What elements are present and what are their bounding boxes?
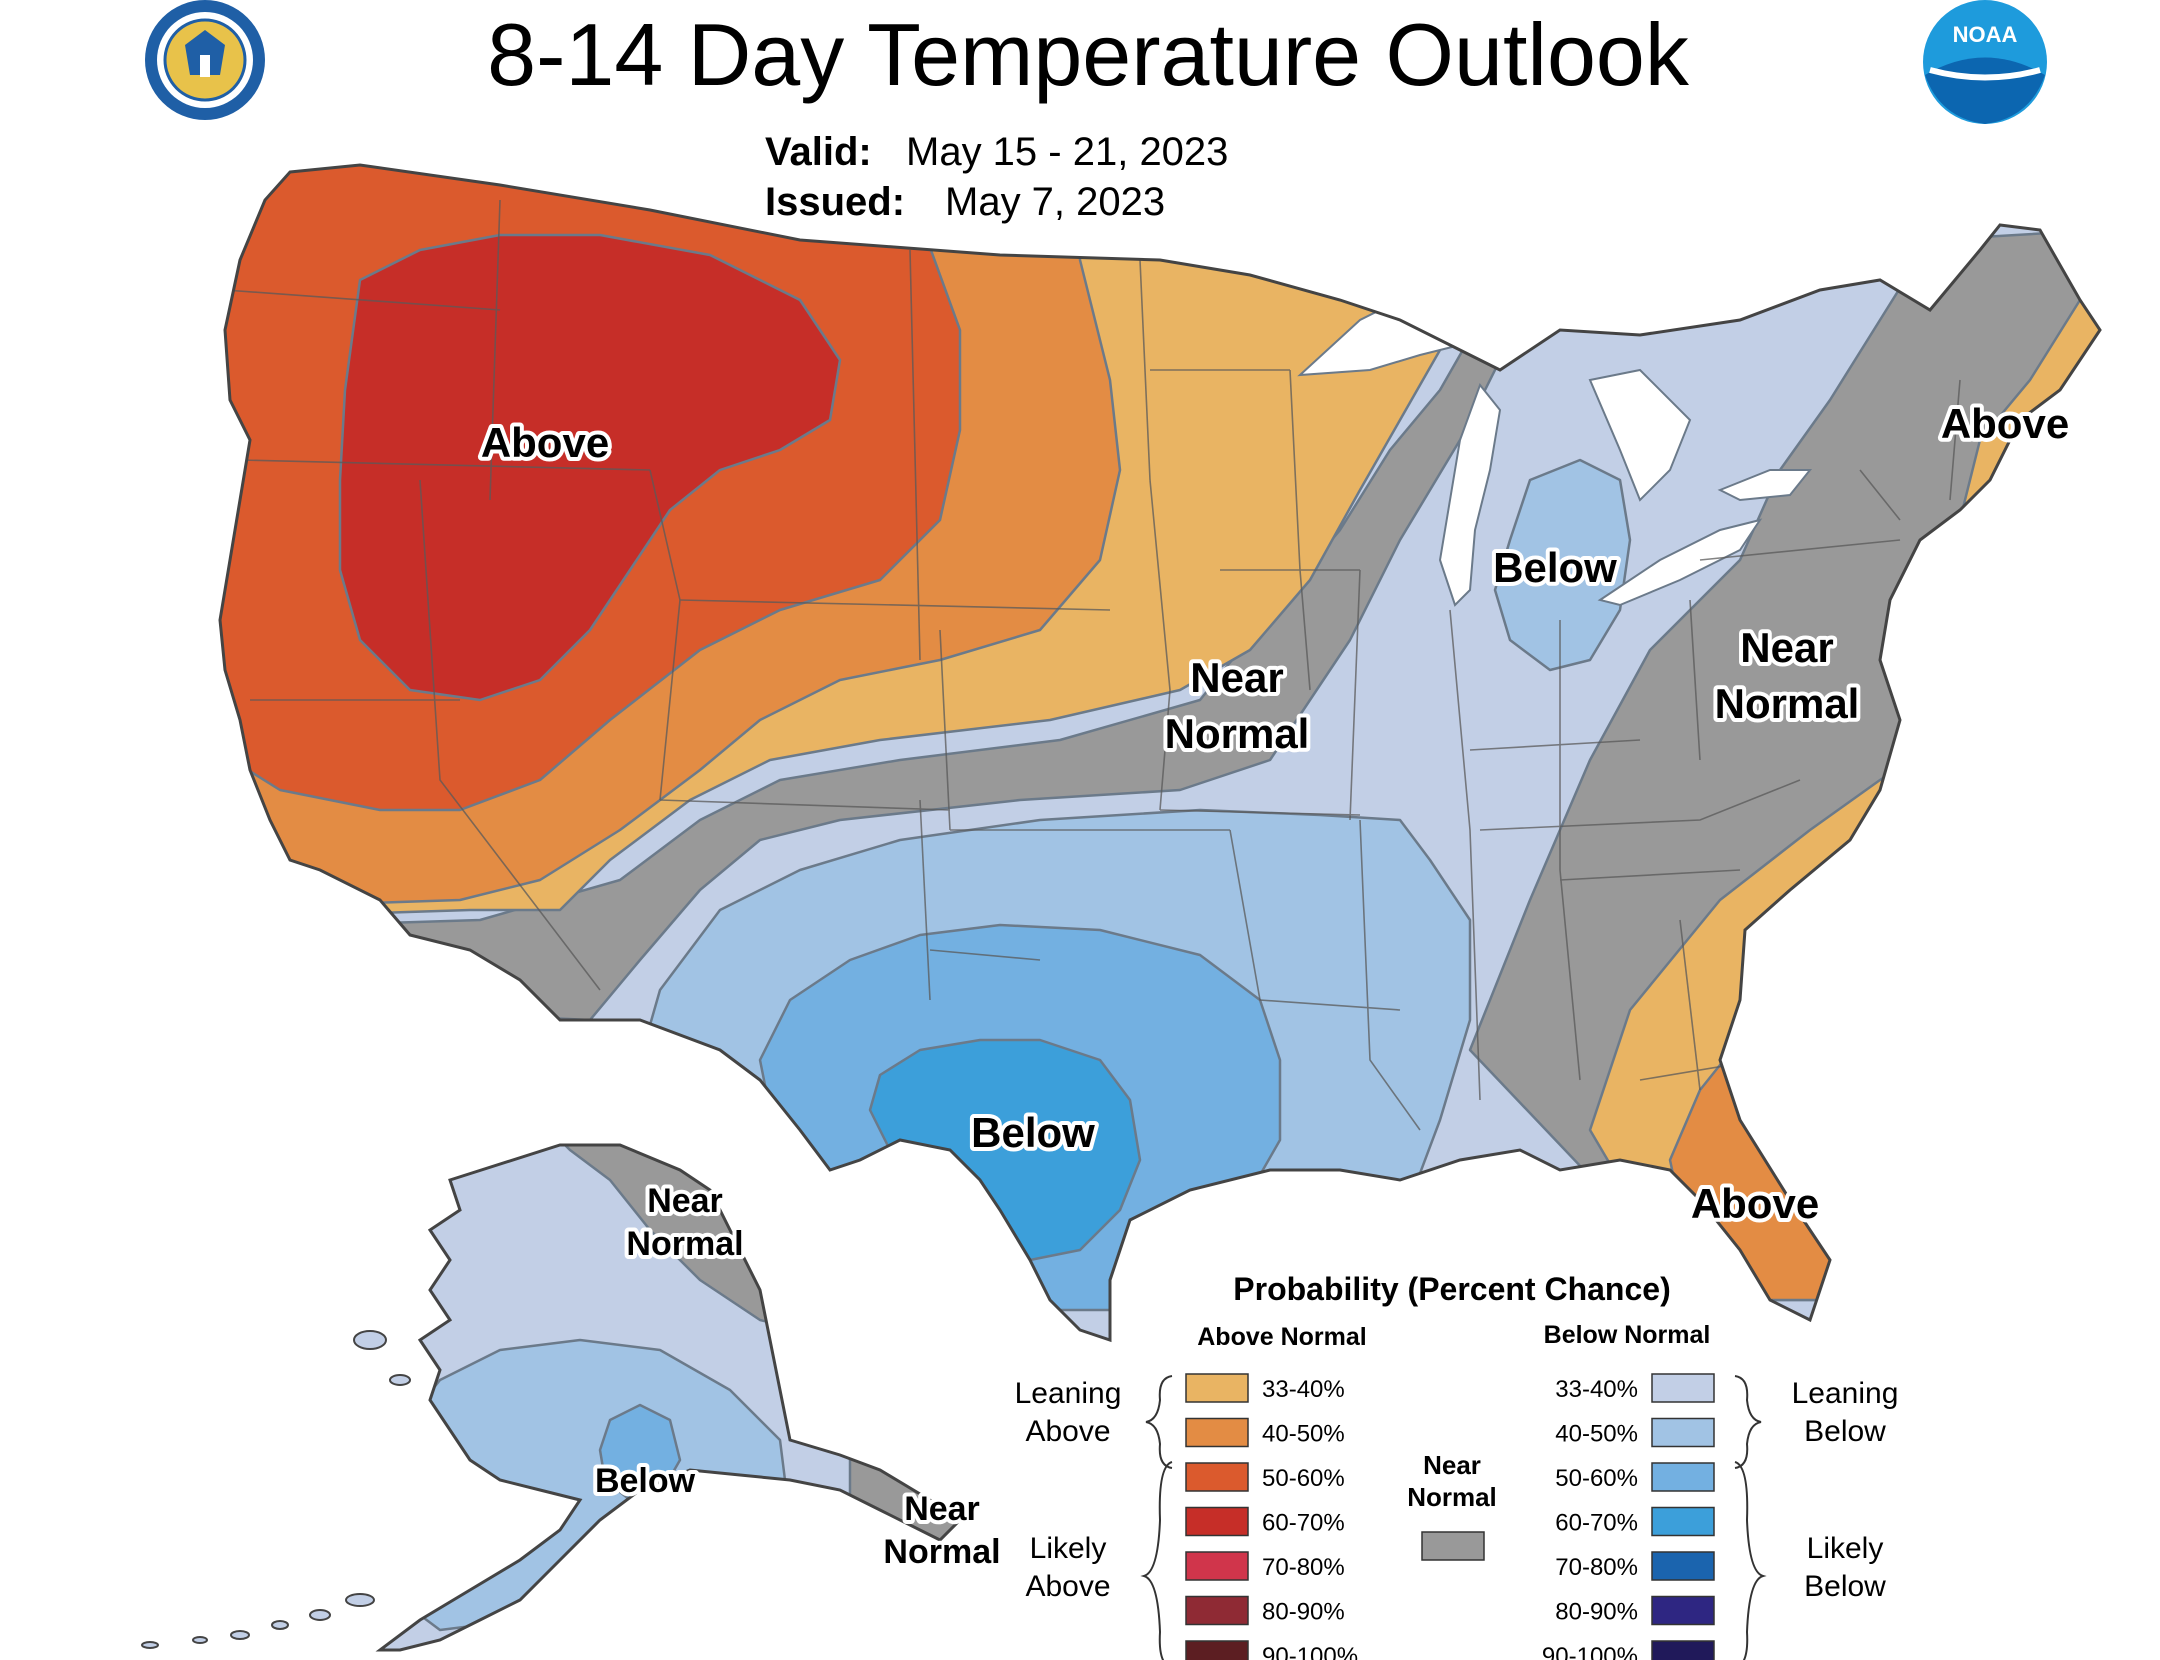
legend-below-items: 33-40% 40-50% 50-60% 60-70% 70-80% 80-90% 90-1… [1542, 1373, 1715, 1660]
brace-leaning-above [1145, 1375, 1173, 1469]
legend-above-swatch-60-70 [1185, 1506, 1249, 1537]
legend-above-header: Above Normal [1197, 1323, 1366, 1351]
legend-below-swatch-70-80 [1651, 1551, 1715, 1581]
valid-label: Valid: [765, 130, 872, 174]
aleutian-islands [141, 1330, 411, 1649]
label-alaska-near-1: Near [647, 1182, 723, 1220]
legend-above-range-40-50: 40-50% [1262, 1421, 1345, 1448]
legend-below-range-90-100: 90-100% [1542, 1643, 1638, 1660]
legend-above-range-70-80: 70-80% [1262, 1554, 1345, 1581]
legend-title: Probability (Percent Chance) [1233, 1271, 1670, 1307]
lake-erie [1597, 518, 1763, 607]
doc-seal-icon [145, 0, 265, 120]
legend-leaning-above-1: Leaning [1015, 1377, 1122, 1410]
legend-below-swatch-50-60 [1651, 1462, 1715, 1492]
legend-below-swatch-90-100 [1651, 1640, 1715, 1660]
legend-below-range-50-60: 50-60% [1555, 1465, 1638, 1492]
alaska-outline [375, 1143, 963, 1652]
legend-above-swatch-33-40 [1185, 1373, 1249, 1403]
legend-below-swatch-80-90 [1651, 1595, 1715, 1626]
lake-huron [1588, 368, 1692, 502]
label-plains-near-2: Normal [1165, 710, 1310, 757]
brace-leaning-below [1734, 1375, 1762, 1469]
legend-below-swatch-60-70 [1651, 1506, 1715, 1537]
label-plains-near-1: Near [1190, 654, 1283, 701]
legend-above-swatch-80-90 [1185, 1595, 1249, 1626]
header: NOAA 8-14 Day Temperature Outlook Valid:… [145, 0, 2047, 224]
label-aleutian-near-1: Near [904, 1490, 980, 1528]
legend-above-swatch-70-80 [1185, 1551, 1249, 1581]
alaska-map [141, 1143, 963, 1652]
page-title: 8-14 Day Temperature Outlook [487, 5, 1690, 104]
legend-above-swatch-40-50 [1185, 1417, 1249, 1448]
noaa-logo-icon: NOAA [1923, 0, 2047, 124]
legend-below-range-60-70: 60-70% [1555, 1510, 1638, 1537]
label-alaska-below: Below [595, 1462, 696, 1500]
label-alaska-near-2: Normal [626, 1225, 743, 1263]
legend-above-range-50-60: 50-60% [1262, 1465, 1345, 1492]
label-west-above: Above [481, 419, 609, 466]
noaa-logo-text: NOAA [1953, 22, 2018, 47]
legend-above-items: 33-40% 40-50% 50-60% 60-70% 70-80% 80-90% 90-1… [1185, 1373, 1358, 1660]
lake-michigan [1438, 382, 1502, 607]
ak-zone-below-50-60 [598, 1403, 682, 1502]
legend-below-range-33-40: 33-40% [1555, 1376, 1638, 1403]
legend-above-range-60-70: 60-70% [1262, 1510, 1345, 1537]
brace-likely-above [1140, 1461, 1173, 1660]
legend-above-range-90-100: 90-100% [1262, 1643, 1358, 1660]
legend-near-2: Normal [1407, 1482, 1497, 1512]
legend-braces [1140, 1375, 1767, 1660]
legend-above-range-33-40: 33-40% [1262, 1376, 1345, 1403]
legend-likely-below-1: Likely [1807, 1532, 1884, 1565]
zone-below-40-50-michigan [1493, 458, 1632, 672]
legend-likely-above-1: Likely [1030, 1532, 1107, 1565]
alaska-labels: Near Normal Below Near Normal [591, 1178, 1005, 1575]
brace-likely-below [1734, 1461, 1767, 1660]
legend-above-swatch-90-100 [1185, 1640, 1249, 1660]
label-east-near-1: Near [1740, 624, 1833, 671]
legend-below-range-80-90: 80-90% [1555, 1599, 1638, 1626]
legend-likely-above-2: Above [1025, 1570, 1110, 1603]
legend-likely-below-2: Below [1804, 1570, 1886, 1603]
lake-ontario [1717, 469, 1813, 502]
conus-outline [218, 163, 2102, 1343]
legend-below-swatch-33-40 [1651, 1373, 1715, 1403]
issued-label: Issued: [765, 180, 905, 224]
legend-below-header: Below Normal [1544, 1321, 1711, 1349]
legend-leaning-below-2: Below [1804, 1415, 1886, 1448]
legend-above-swatch-50-60 [1185, 1462, 1249, 1492]
legend-below-range-40-50: 40-50% [1555, 1421, 1638, 1448]
zone-above-60-70-west [338, 233, 842, 702]
label-east-near-2: Normal [1715, 680, 1860, 727]
legend-near-normal-swatch [1421, 1531, 1485, 1561]
label-florida-above: Above [1691, 1180, 1819, 1227]
legend-near-1: Near [1423, 1450, 1481, 1480]
legend-below-range-70-80: 70-80% [1555, 1554, 1638, 1581]
state-borders [224, 199, 1961, 1131]
label-aleutian-near-2: Normal [883, 1533, 1000, 1571]
legend-leaning-above-2: Above [1025, 1415, 1110, 1448]
label-new-england-above: Above [1941, 400, 2069, 447]
legend-above-range-80-90: 80-90% [1262, 1599, 1345, 1626]
conus-map [218, 163, 2102, 1343]
legend: Probability (Percent Chance) Above Norma… [1015, 1271, 1899, 1660]
label-great-lakes-below: Below [1493, 544, 1617, 591]
map-labels: Above Below Near Normal Near Normal Abov… [477, 396, 2073, 1231]
label-texas-below: Below [971, 1109, 1095, 1156]
legend-leaning-below-1: Leaning [1792, 1377, 1899, 1410]
issued-date: May 7, 2023 [945, 180, 1165, 224]
valid-dates: May 15 - 21, 2023 [906, 130, 1228, 174]
legend-below-swatch-40-50 [1651, 1417, 1715, 1448]
